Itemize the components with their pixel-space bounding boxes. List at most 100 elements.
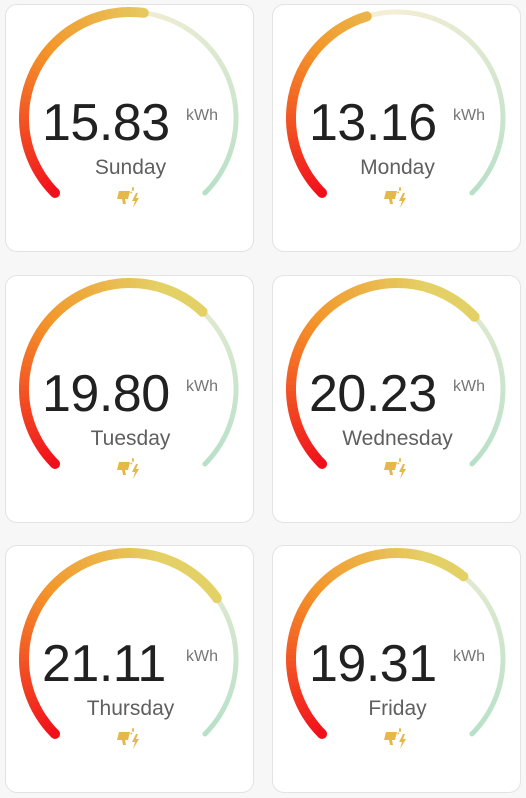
gauge-track-segment — [454, 27, 463, 36]
gauge-value-segment — [286, 666, 297, 675]
gauge-track-segment — [220, 605, 228, 615]
gauge-card-friday[interactable]: 19.31 kWh Friday — [272, 545, 521, 793]
gauge-value-segment — [307, 318, 320, 330]
gauge-track-segment — [229, 359, 237, 368]
gauge-card-thursday[interactable]: 21.11 kWh Thursday — [5, 545, 254, 793]
gauge-value-segment — [462, 304, 475, 317]
gauge-value-segment — [164, 284, 176, 297]
gauge-value-segment — [85, 554, 96, 567]
day-label: Wednesday — [342, 427, 453, 450]
gauge-value-segment — [420, 551, 430, 563]
gauge-value-segment — [324, 300, 337, 313]
gauge-value-segment — [141, 548, 151, 560]
gauge-value-segment — [297, 604, 310, 615]
gauge-value-segment — [181, 293, 193, 306]
gauge-end-cap — [469, 731, 475, 737]
gauge-value-segment — [320, 33, 332, 46]
gauge-value-segment — [303, 323, 316, 335]
gauge-value-segment — [311, 583, 324, 595]
gauge-value-segment — [135, 548, 144, 559]
gauge-value-segment — [36, 593, 49, 605]
gauge-value-segment — [116, 548, 125, 559]
gauge-track-segment — [231, 673, 238, 681]
gauge-track-segment — [217, 59, 225, 68]
gauge-track-segment — [228, 144, 235, 153]
gauge-track-segment — [165, 16, 175, 24]
gauge-value-segment — [431, 554, 443, 567]
gauge-track-segment — [223, 611, 231, 620]
gauge-value-segment — [309, 451, 322, 463]
gauge-value-segment — [25, 345, 37, 356]
gauge-value-segment — [91, 552, 102, 565]
gauge-track-segment — [206, 453, 216, 462]
gauge-value-segment — [22, 142, 34, 153]
gauge-value-segment — [147, 549, 157, 561]
gauge-value-segment — [340, 18, 352, 31]
gauge-value-segment — [21, 678, 33, 688]
gauge-value-segment — [346, 16, 358, 29]
gauge-track-segment — [484, 59, 492, 68]
gauge-value-segment — [21, 87, 33, 97]
gauge-value-segment — [294, 610, 307, 621]
solar-power-icon — [384, 458, 406, 479]
gauge-value-segment — [19, 402, 31, 411]
gauge-track-segment — [154, 12, 163, 20]
gauge-card-monday[interactable]: 13.16 kWh Monday — [272, 4, 521, 252]
solar-power-icon — [117, 728, 139, 749]
gauge-value-segment — [286, 672, 298, 681]
gauge-value-segment — [33, 328, 46, 340]
gauge-track-segment — [494, 82, 502, 91]
gauge-value-segment — [335, 21, 347, 35]
gauge-value-segment — [23, 622, 35, 632]
gauge-value-segment — [288, 678, 300, 688]
gauge-track-segment — [484, 330, 492, 339]
gauge-card-sunday[interactable]: 15.83 kWh Sunday — [5, 4, 254, 252]
gauge-value-segment — [288, 87, 300, 97]
gauge-track-segment — [499, 667, 506, 675]
gauge-card-tuesday[interactable]: 19.80 kWh Tuesday — [5, 275, 254, 523]
gauge-track-segment — [473, 723, 483, 732]
gauge-track-segment — [230, 679, 237, 687]
gauge-track-segment — [495, 415, 502, 424]
gauge-value-segment — [290, 622, 302, 632]
gauge-track-segment — [438, 18, 447, 27]
gauge-value-segment — [294, 340, 307, 351]
gauge-value-segment — [27, 69, 40, 80]
gauge-value-segment — [20, 93, 32, 103]
gauge-track-segment — [148, 11, 156, 18]
bolt-shape — [132, 193, 139, 208]
gauge-card-wednesday[interactable]: 20.23 kWh Wednesday — [272, 275, 521, 523]
gauge-track-segment — [409, 10, 417, 17]
gauge-value-segment — [320, 304, 332, 317]
energy-value: 13.16 — [309, 94, 437, 152]
gauge-value-segment — [402, 278, 411, 289]
gauge-value-segment — [42, 451, 55, 463]
solar-power-icon — [117, 187, 139, 208]
gauge-value-segment — [91, 282, 102, 295]
gauge-value-segment — [448, 563, 460, 576]
gauge-value-segment — [153, 281, 163, 293]
gauge-value-segment — [190, 570, 203, 583]
gauge-value-segment — [457, 300, 470, 313]
gauge-track-segment — [492, 76, 500, 85]
gauge-value-segment — [27, 610, 40, 621]
gauge-value-segment — [287, 364, 299, 374]
gauge-track-segment — [377, 10, 386, 17]
gauge-value-segment — [73, 18, 85, 31]
gauge-track-segment — [472, 44, 482, 53]
gauge-value-segment — [181, 563, 193, 576]
gauge-value-segment — [294, 69, 307, 80]
gauge-value-segment — [303, 593, 316, 605]
gauge-track-segment — [490, 611, 498, 620]
gauge-value-segment — [307, 588, 320, 600]
gauge-track-segment — [473, 453, 483, 462]
gauge-value-segment — [110, 7, 119, 19]
gauge-track-segment — [230, 138, 237, 146]
gauge-value-segment — [53, 304, 65, 317]
gauge-value-segment — [170, 287, 181, 300]
gauge-value-segment — [186, 296, 198, 309]
gauge-value-segment — [330, 25, 342, 38]
gauge-value-segment — [175, 290, 187, 303]
gauge-track-segment — [205, 44, 215, 53]
solar-power-icon — [117, 458, 139, 479]
